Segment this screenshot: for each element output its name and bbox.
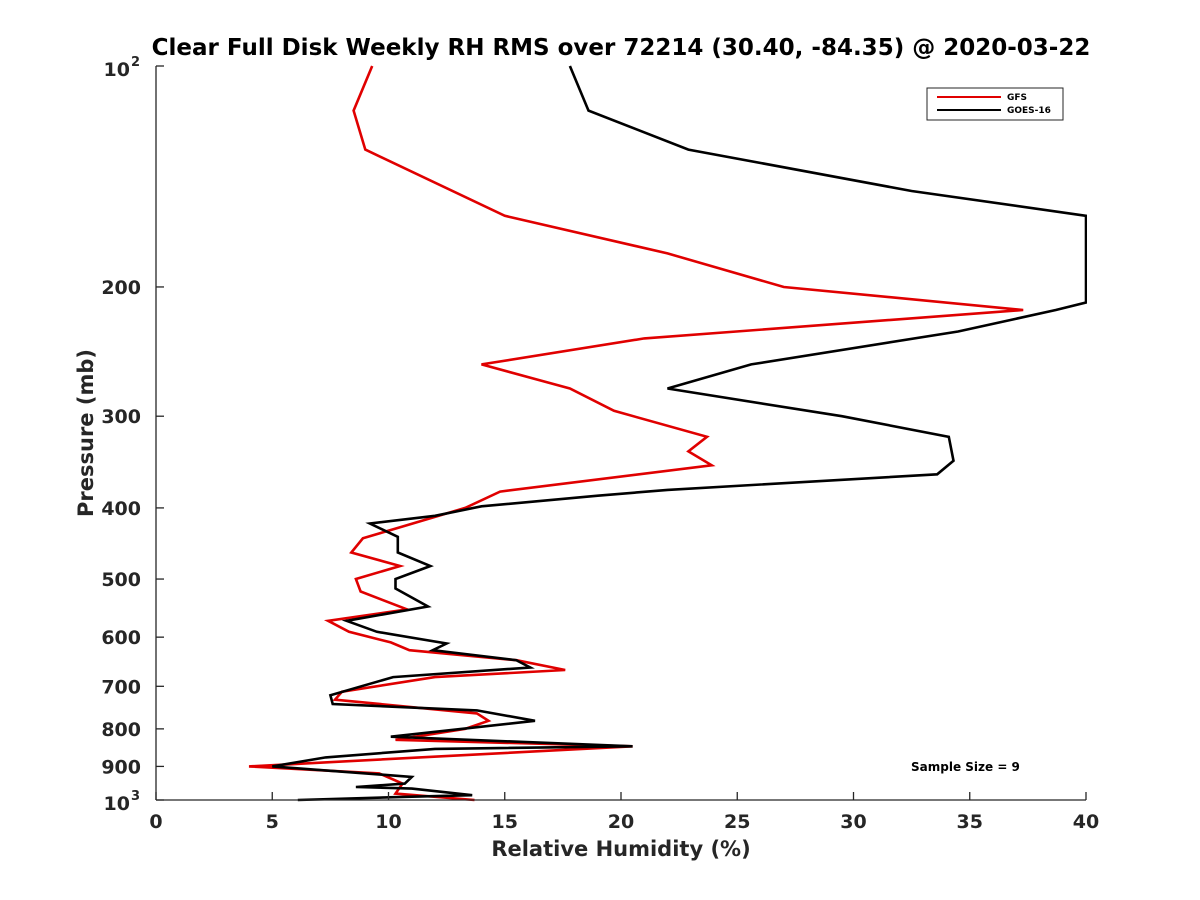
y-tick-label: 400	[101, 498, 141, 520]
y-tick-100-base: 10	[104, 59, 130, 81]
y-tick-label-1000: 10 3	[104, 789, 141, 815]
legend-box	[926, 87, 1064, 121]
y-tick-100-exp: 2	[131, 55, 140, 70]
x-tick-label: 15	[492, 811, 518, 833]
series-line-gfs	[248, 65, 1024, 802]
x-tick-label: 0	[149, 811, 162, 833]
x-tick-label: 35	[957, 811, 983, 833]
chart-title: Clear Full Disk Weekly RH RMS over 72214…	[152, 35, 1091, 61]
axes	[155, 66, 1086, 801]
legend-label-goes16: GOES-16	[1007, 106, 1051, 116]
x-tick-label: 40	[1073, 811, 1099, 833]
legend-label-gfs: GFS	[1007, 93, 1027, 103]
y-tick-label: 800	[101, 719, 141, 741]
y-axis-label: Pressure (mb)	[74, 349, 98, 517]
y-tick-label: 300	[101, 406, 141, 428]
x-ticks: 0 5 10 15 20 25 30 35 40	[149, 792, 1099, 833]
x-tick-label: 5	[266, 811, 279, 833]
y-tick-label: 700	[101, 676, 141, 698]
plot-lines	[248, 65, 1087, 802]
y-tick-label: 900	[101, 756, 141, 778]
y-tick-label: 200	[101, 277, 141, 299]
x-tick-label: 10	[375, 811, 401, 833]
y-ticks: 200 300 400 500 600 700 800 900	[101, 65, 164, 801]
x-tick-label: 20	[608, 811, 634, 833]
x-tick-label: 25	[724, 811, 750, 833]
y-tick-label-100: 10 2	[104, 55, 141, 81]
y-tick-1000-base: 10	[104, 793, 130, 815]
y-tick-label: 500	[101, 569, 141, 591]
x-axis-label: Relative Humidity (%)	[491, 837, 750, 861]
sample-size-annotation: Sample Size = 9	[911, 760, 1020, 774]
x-tick-label: 30	[840, 811, 866, 833]
legend: GFS GOES-16	[926, 87, 1064, 121]
y-tick-label: 600	[101, 627, 141, 649]
series-line-goes16	[272, 65, 1087, 802]
y-tick-1000-exp: 3	[131, 789, 140, 804]
